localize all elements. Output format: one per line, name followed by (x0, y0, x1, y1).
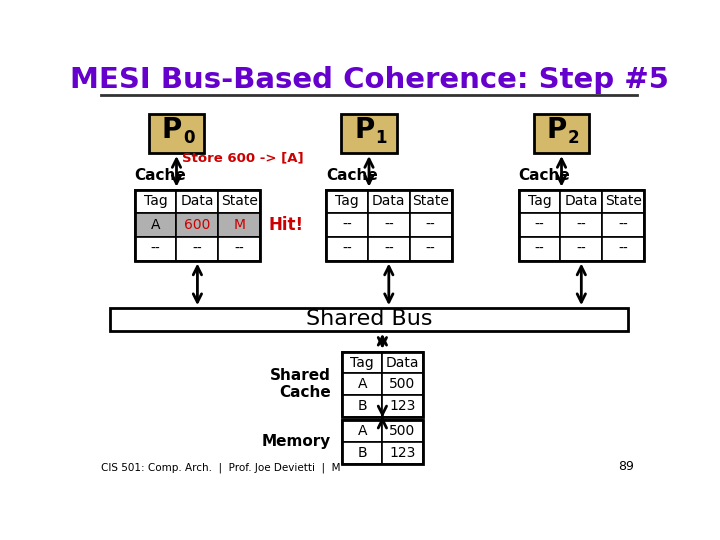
Text: 0: 0 (183, 130, 194, 147)
Text: State: State (221, 194, 258, 208)
Text: B: B (358, 399, 367, 413)
Text: Tag: Tag (144, 194, 168, 208)
Text: Data: Data (564, 194, 598, 208)
Text: --: -- (426, 218, 436, 232)
FancyBboxPatch shape (176, 237, 218, 261)
Text: Cache: Cache (135, 168, 186, 183)
Text: --: -- (384, 242, 394, 256)
Text: --: -- (384, 218, 394, 232)
Text: P: P (162, 116, 182, 144)
FancyBboxPatch shape (135, 237, 176, 261)
Text: 500: 500 (390, 424, 415, 438)
Text: 1: 1 (376, 130, 387, 147)
FancyBboxPatch shape (560, 213, 602, 237)
Text: Store 600 -> [A]: Store 600 -> [A] (182, 152, 304, 165)
FancyBboxPatch shape (176, 190, 218, 213)
Text: --: -- (426, 242, 436, 256)
Text: Tag: Tag (528, 194, 552, 208)
FancyBboxPatch shape (326, 190, 368, 213)
FancyBboxPatch shape (148, 113, 204, 153)
FancyBboxPatch shape (326, 237, 368, 261)
Text: State: State (413, 194, 449, 208)
FancyBboxPatch shape (382, 420, 423, 442)
Text: A: A (150, 218, 161, 232)
FancyBboxPatch shape (342, 373, 382, 395)
Text: P: P (547, 116, 567, 144)
FancyBboxPatch shape (602, 190, 644, 213)
FancyBboxPatch shape (518, 213, 560, 237)
FancyBboxPatch shape (326, 213, 368, 237)
Text: --: -- (577, 218, 586, 232)
FancyBboxPatch shape (342, 395, 382, 416)
FancyBboxPatch shape (382, 395, 423, 416)
Text: 123: 123 (390, 446, 415, 460)
Text: A: A (358, 377, 367, 391)
FancyBboxPatch shape (602, 237, 644, 261)
FancyBboxPatch shape (368, 213, 410, 237)
FancyBboxPatch shape (341, 113, 397, 153)
Text: --: -- (192, 242, 202, 256)
Text: --: -- (618, 242, 628, 256)
FancyBboxPatch shape (368, 237, 410, 261)
FancyBboxPatch shape (135, 190, 176, 213)
Text: 89: 89 (618, 460, 634, 473)
Text: A: A (358, 424, 367, 438)
Text: Tag: Tag (335, 194, 359, 208)
Text: 600: 600 (184, 218, 211, 232)
FancyBboxPatch shape (410, 213, 451, 237)
Text: P: P (354, 116, 374, 144)
Text: Memory: Memory (262, 435, 331, 449)
FancyBboxPatch shape (410, 190, 451, 213)
Text: --: -- (342, 242, 352, 256)
FancyBboxPatch shape (382, 442, 423, 463)
FancyBboxPatch shape (382, 352, 423, 373)
Text: --: -- (235, 242, 244, 256)
Text: --: -- (534, 242, 544, 256)
FancyBboxPatch shape (534, 113, 590, 153)
FancyBboxPatch shape (518, 190, 560, 213)
Text: CIS 501: Comp. Arch.  |  Prof. Joe Devietti  |  M: CIS 501: Comp. Arch. | Prof. Joe Deviett… (101, 463, 341, 473)
Text: --: -- (342, 218, 352, 232)
FancyBboxPatch shape (602, 213, 644, 237)
FancyBboxPatch shape (176, 213, 218, 237)
Text: Cache: Cache (326, 168, 378, 183)
FancyBboxPatch shape (342, 352, 382, 373)
FancyBboxPatch shape (518, 237, 560, 261)
FancyBboxPatch shape (218, 213, 260, 237)
Text: Data: Data (386, 355, 419, 369)
Text: 123: 123 (390, 399, 415, 413)
Text: MESI Bus-Based Coherence: Step #5: MESI Bus-Based Coherence: Step #5 (70, 66, 668, 94)
Text: M: M (233, 218, 246, 232)
FancyBboxPatch shape (109, 308, 629, 331)
FancyBboxPatch shape (382, 373, 423, 395)
FancyBboxPatch shape (342, 420, 382, 442)
FancyBboxPatch shape (135, 213, 176, 237)
Text: --: -- (577, 242, 586, 256)
Text: Shared Bus: Shared Bus (306, 309, 432, 329)
Text: Data: Data (372, 194, 405, 208)
FancyBboxPatch shape (218, 190, 260, 213)
Text: Cache: Cache (518, 168, 570, 183)
FancyBboxPatch shape (410, 237, 451, 261)
Text: 2: 2 (568, 130, 580, 147)
Text: 500: 500 (390, 377, 415, 391)
FancyBboxPatch shape (342, 442, 382, 463)
Text: Hit!: Hit! (269, 216, 304, 234)
FancyBboxPatch shape (368, 190, 410, 213)
Text: State: State (605, 194, 642, 208)
FancyBboxPatch shape (560, 190, 602, 213)
FancyBboxPatch shape (218, 237, 260, 261)
Text: --: -- (618, 218, 628, 232)
Text: B: B (358, 446, 367, 460)
Text: Tag: Tag (351, 355, 374, 369)
Text: Shared
Cache: Shared Cache (270, 368, 331, 400)
FancyBboxPatch shape (560, 237, 602, 261)
Text: --: -- (534, 218, 544, 232)
Text: Data: Data (181, 194, 214, 208)
Text: --: -- (150, 242, 161, 256)
